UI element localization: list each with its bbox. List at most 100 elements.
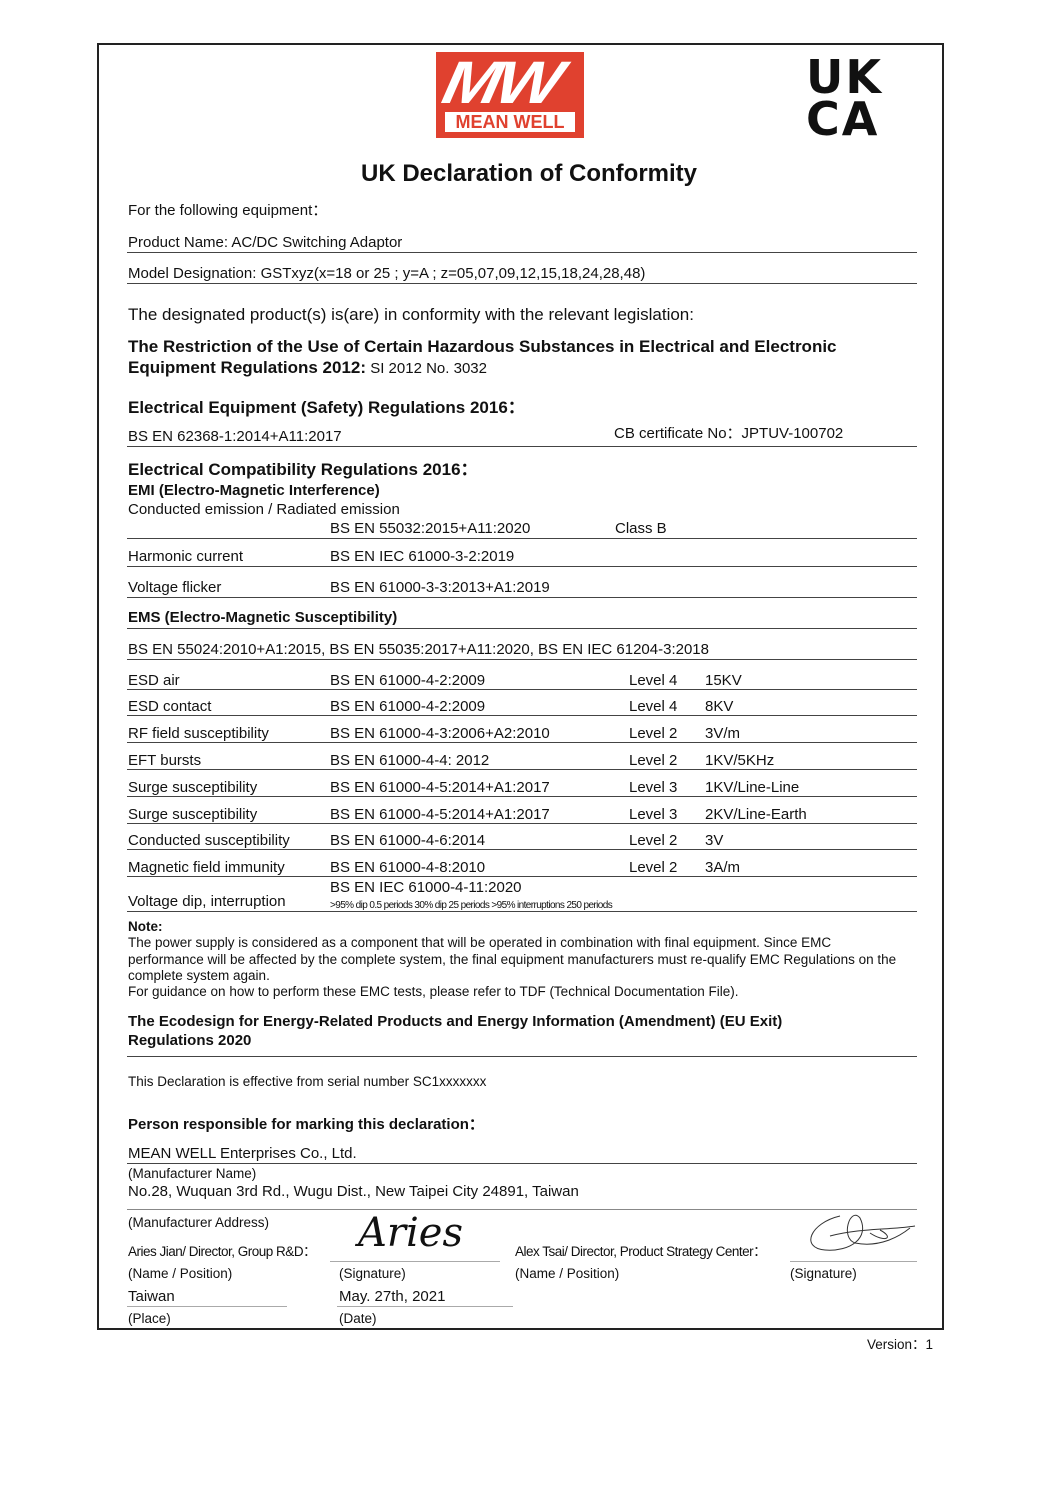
divider — [127, 446, 917, 447]
ems-value: 1KV/5KHz — [705, 752, 775, 769]
ems-standards: BS EN 55024:2010+A1:2015, BS EN 55035:20… — [128, 641, 709, 658]
dip-detail: >95% dip 0.5 periods 30% dip 25 periods … — [330, 900, 613, 911]
rohs-heading: The Restriction of the Use of Certain Ha… — [128, 337, 837, 356]
ems-label: Surge susceptibility — [128, 779, 258, 796]
table-row-divider — [127, 796, 917, 797]
flicker-label: Voltage flicker — [128, 579, 222, 596]
safety-standard: BS EN 62368-1:2014+A11:2017 — [128, 428, 342, 445]
ukca-line1: UK — [806, 50, 883, 104]
ems-level: Level 2 — [629, 832, 678, 849]
ecodesign-heading: The Ecodesign for Energy-Related Product… — [128, 1013, 783, 1030]
divider — [337, 1306, 513, 1307]
right-signature — [810, 1215, 916, 1251]
right-signature-caption: (Signature) — [790, 1266, 857, 1281]
note-heading: Note: — [128, 919, 163, 934]
divider — [127, 597, 917, 598]
signature-line — [330, 1261, 500, 1262]
right-signatory-name: Alex Tsai/ Director, Product Strategy Ce… — [515, 1244, 767, 1259]
note-line: The power supply is considered as a comp… — [128, 935, 832, 950]
logo-brand: MEAN WELL — [445, 112, 575, 132]
ems-heading: EMS (Electro-Magnetic Susceptibility) — [128, 609, 398, 626]
divider — [127, 283, 917, 284]
place-value: Taiwan — [128, 1288, 175, 1305]
divider — [127, 1306, 287, 1307]
ukca-mark: UK CA — [806, 50, 892, 146]
product-name: Product Name: AC/DC Switching Adaptor — [128, 234, 403, 251]
manufacturer-name-caption: (Manufacturer Name) — [128, 1166, 257, 1181]
cb-certificate: CB certificate No：JPTUV-100702 — [614, 425, 844, 442]
table-row-divider — [127, 876, 917, 877]
manufacturer-address: No.28, Wuquan 3rd Rd., Wugu Dist., New T… — [128, 1183, 579, 1200]
divider — [127, 659, 917, 660]
responsible-heading: Person responsible for marking this decl… — [128, 1116, 484, 1133]
ems-standard: BS EN 61000-4-5:2014+A1:2017 — [330, 779, 550, 796]
ems-value: 3V — [705, 832, 724, 849]
model-designation: Model Designation: GSTxyz(x=18 or 25 ; y… — [128, 265, 646, 282]
ems-value: 15KV — [705, 672, 742, 689]
logo-mark: MW — [436, 49, 565, 116]
rohs-title: Equipment Regulations 2012: — [128, 358, 367, 377]
page-title: UK Declaration of Conformity — [360, 160, 698, 187]
ems-value: 3A/m — [705, 859, 741, 876]
table-row-divider — [127, 823, 917, 824]
ems-label: RF field susceptibility — [128, 725, 269, 742]
divider — [127, 1209, 917, 1210]
note-line: performance will be affected by the comp… — [128, 952, 897, 967]
ems-label: ESD air — [128, 672, 180, 689]
ems-label: ESD contact — [128, 698, 212, 715]
divider — [127, 628, 917, 629]
ems-value: 3V/m — [705, 725, 741, 742]
ems-standard: BS EN 61000-4-3:2006+A2:2010 — [330, 725, 550, 742]
intro: For the following equipment： — [128, 202, 328, 219]
emc-heading: Electrical Compatibility Regulations 201… — [128, 460, 478, 479]
note-line: complete system again. — [128, 968, 270, 983]
ems-standard: BS EN 61000-4-8:2010 — [330, 859, 486, 876]
ems-standard: BS EN 61000-4-6:2014 — [330, 832, 486, 849]
flicker-standard: BS EN 61000-3-3:2013+A1:2019 — [330, 579, 550, 596]
table-row-divider — [127, 849, 917, 850]
table-row-divider — [127, 769, 917, 770]
divider — [127, 1056, 917, 1057]
harmonic-standard: BS EN IEC 61000-3-2:2019 — [330, 548, 515, 565]
divider — [127, 911, 917, 912]
table-row-divider — [127, 742, 917, 743]
place-caption: (Place) — [128, 1311, 171, 1326]
divider — [127, 566, 917, 567]
rohs-ref: SI 2012 No. 3032 — [366, 360, 487, 377]
table-row-divider — [127, 689, 917, 690]
ems-label: EFT bursts — [128, 752, 202, 769]
emi-heading: EMI (Electro-Magnetic Interference) — [128, 482, 380, 499]
emi-label: Conducted emission / Radiated emission — [128, 501, 400, 518]
ems-level: Level 3 — [629, 806, 678, 823]
ems-level: Level 2 — [629, 752, 678, 769]
version: Version：1 — [867, 1337, 934, 1352]
ems-standard: BS EN 61000-4-5:2014+A1:2017 — [330, 806, 550, 823]
date-caption: (Date) — [339, 1311, 377, 1326]
divider — [127, 538, 917, 539]
ems-level: Level 3 — [629, 779, 678, 796]
ems-standard: BS EN 61000-4-2:2009 — [330, 672, 486, 689]
left-signatory-name: Aries Jian/ Director, Group R&D： — [128, 1244, 317, 1259]
mean-well-logo: MW MEAN WELL — [436, 49, 584, 138]
ems-value: 2KV/Line-Earth — [705, 806, 807, 823]
left-signature: Aries — [358, 1210, 463, 1256]
emi-class: Class B — [615, 520, 667, 537]
table-row-divider — [127, 715, 917, 716]
harmonic-label: Harmonic current — [128, 548, 244, 565]
safety-heading: Electrical Equipment (Safety) Regulation… — [128, 398, 525, 417]
ecodesign-heading-2: Regulations 2020 — [128, 1032, 252, 1049]
right-name-caption: (Name / Position) — [515, 1266, 620, 1281]
manufacturer-name: MEAN WELL Enterprises Co., Ltd. — [128, 1145, 357, 1162]
manufacturer-address-caption: (Manufacturer Address) — [128, 1215, 270, 1230]
ukca-line2: CA — [806, 92, 880, 146]
emi-standard: BS EN 55032:2015+A11:2020 — [330, 520, 531, 537]
ems-label: Surge susceptibility — [128, 806, 258, 823]
document-border — [97, 43, 944, 1330]
ems-level: Level 4 — [629, 698, 678, 715]
ems-level: Level 4 — [629, 672, 678, 689]
note-line: For guidance on how to perform these EMC… — [128, 984, 739, 999]
ems-standard: BS EN 61000-4-4: 2012 — [330, 752, 490, 769]
ems-level: Level 2 — [629, 725, 678, 742]
ems-label: Magnetic field immunity — [128, 859, 285, 876]
ems-value: 8KV — [705, 698, 734, 715]
